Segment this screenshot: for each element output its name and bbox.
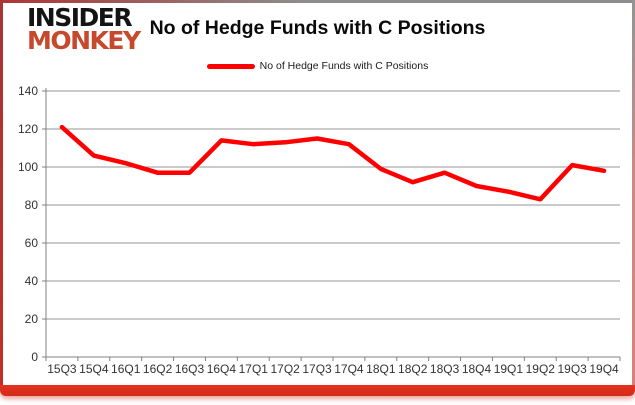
y-tick-label-60: 60 <box>25 236 39 250</box>
x-tick-label-16Q4: 16Q4 <box>207 362 237 376</box>
x-tick-label-16Q2: 16Q2 <box>143 362 173 376</box>
y-tick-label-100: 100 <box>18 160 38 174</box>
x-tick-label-17Q2: 17Q2 <box>270 362 300 376</box>
frame-bottom-bar <box>0 385 635 396</box>
x-tick-label-19Q2: 19Q2 <box>526 362 556 376</box>
legend-line-marker <box>206 63 255 69</box>
x-tick-label-17Q4: 17Q4 <box>334 362 364 376</box>
series-line <box>59 124 607 202</box>
x-tick-label-18Q3: 18Q3 <box>430 362 460 376</box>
frame-edge-left <box>0 0 3 388</box>
x-tick-label-18Q2: 18Q2 <box>398 362 428 376</box>
x-tick-label-19Q3: 19Q3 <box>557 362 587 376</box>
frame-edge-right <box>632 0 635 388</box>
x-tick-label-17Q1: 17Q1 <box>239 362 269 376</box>
x-tick-label-17Q3: 17Q3 <box>302 362 332 376</box>
legend-label: No of Hedge Funds with C Positions <box>259 60 429 72</box>
x-tick-label-15Q3: 15Q3 <box>47 362 77 376</box>
y-tick-label-80: 80 <box>25 198 39 212</box>
chart-title: No of Hedge Funds with C Positions <box>149 17 486 39</box>
y-tick-label-20: 20 <box>25 312 39 326</box>
x-tick-label-19Q1: 19Q1 <box>494 362 524 376</box>
logo-line-insider: INSIDER <box>27 3 133 32</box>
y-tick-label-140: 140 <box>18 84 38 98</box>
x-tick-label-18Q4: 18Q4 <box>462 362 492 376</box>
frame-edge-top <box>0 0 635 3</box>
insider-monkey-logo: INSIDER MONKEY <box>27 3 141 55</box>
y-tick-label-120: 120 <box>18 122 38 136</box>
x-tick-label-16Q3: 16Q3 <box>175 362 205 376</box>
x-tick-label-18Q1: 18Q1 <box>366 362 396 376</box>
y-tick-label-40: 40 <box>25 274 39 288</box>
x-tick-label-19Q4: 19Q4 <box>589 362 619 376</box>
x-tick-label-15Q4: 15Q4 <box>79 362 109 376</box>
chart-legend: No of Hedge Funds with C Positions <box>0 58 635 74</box>
y-tick-label-0: 0 <box>31 350 38 364</box>
logo-line-monkey: MONKEY <box>27 25 141 55</box>
x-tick-label-16Q1: 16Q1 <box>111 362 141 376</box>
